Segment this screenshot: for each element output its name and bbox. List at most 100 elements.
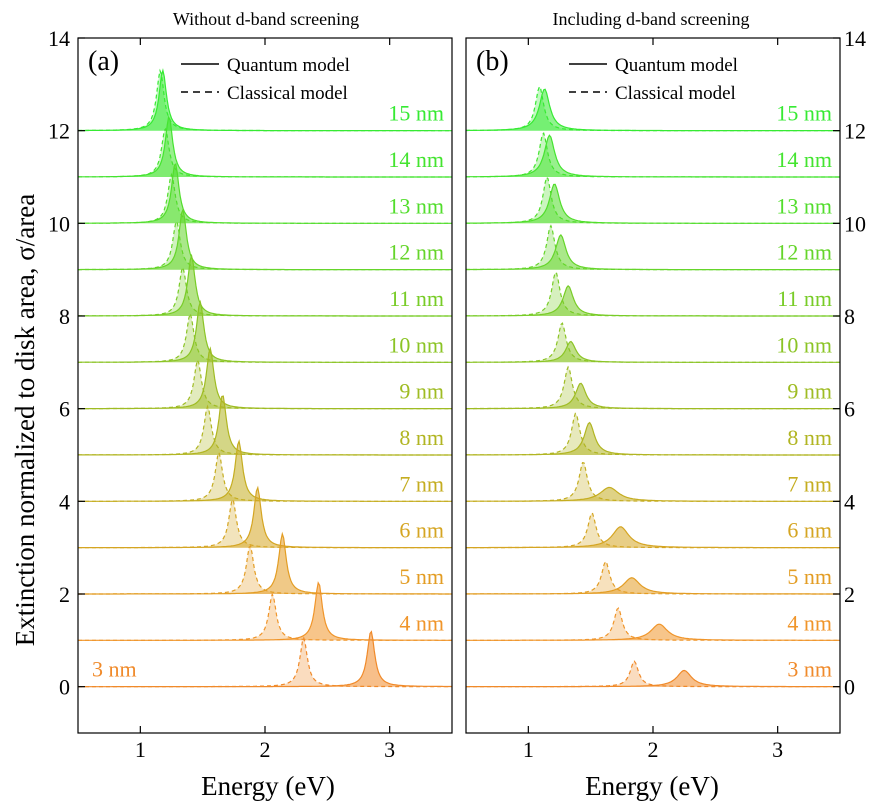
- size-label: 12 nm: [388, 240, 444, 265]
- classical-line-9nm: [466, 365, 840, 410]
- quantum-fill-12nm: [466, 234, 840, 270]
- quantum-line-9nm: [466, 382, 840, 410]
- quantum-fill-9nm: [78, 348, 452, 409]
- y-tick-label: 8: [59, 304, 70, 329]
- x-axis-label-b: Energy (eV): [585, 771, 719, 801]
- y-axis-label: Extinction normalized to disk area, σ/ar…: [10, 194, 40, 646]
- classical-fill-7nm: [466, 462, 840, 502]
- quantum-line-14nm: [77, 115, 452, 178]
- size-label: 8 nm: [399, 425, 444, 450]
- classical-line-9nm: [78, 358, 452, 410]
- y-tick-label: 12: [844, 119, 866, 144]
- panel-b-title: Including d-band screening: [553, 9, 750, 29]
- quantum-line-10nm: [78, 299, 452, 363]
- quantum-line-11nm: [78, 253, 452, 317]
- classical-fill-7nm: [78, 452, 452, 502]
- y-tick-label: 14: [844, 26, 866, 51]
- classical-fill-10nm: [466, 323, 840, 363]
- quantum-line-15nm: [466, 88, 840, 132]
- quantum-fill-13nm: [78, 164, 452, 224]
- size-label: 6 nm: [399, 518, 444, 543]
- size-label: 4 nm: [399, 610, 444, 635]
- quantum-line-13nm: [466, 183, 840, 224]
- y-tick-label: 10: [48, 211, 70, 236]
- classical-fill-5nm: [466, 561, 840, 594]
- size-label: 14 nm: [776, 147, 832, 172]
- quantum-line-13nm: [78, 163, 452, 224]
- quantum-line-15nm: [78, 68, 452, 132]
- quantum-line-9nm: [78, 346, 452, 410]
- classical-fill-8nm: [466, 413, 840, 455]
- size-label: 6 nm: [787, 518, 832, 543]
- quantum-line-3nm: [466, 669, 840, 688]
- quantum-line-4nm: [466, 623, 840, 641]
- size-label: 12 nm: [776, 240, 832, 265]
- quantum-line-4nm: [78, 581, 452, 641]
- quantum-fill-6nm: [466, 526, 840, 548]
- quantum-line-8nm: [466, 421, 840, 456]
- x-tick-label: 2: [260, 737, 271, 762]
- classical-line-8nm: [466, 412, 840, 456]
- y-tick-label: 10: [844, 211, 866, 236]
- classical-fill-8nm: [78, 406, 452, 455]
- size-label: 11 nm: [389, 286, 444, 311]
- size-label: 14 nm: [388, 147, 444, 172]
- size-label: 8 nm: [787, 425, 832, 450]
- classical-fill-14nm: [466, 133, 840, 177]
- quantum-fill-4nm: [466, 624, 840, 641]
- x-axis-label-a: Energy (eV): [201, 771, 335, 801]
- y-tick-label: 6: [844, 397, 855, 422]
- size-label: 7 nm: [787, 471, 832, 496]
- classical-line-3nm: [466, 660, 840, 688]
- quantum-line-5nm: [78, 531, 452, 595]
- quantum-line-14nm: [466, 134, 840, 178]
- y-tick-label: 14: [48, 26, 70, 51]
- size-label: 3 nm: [92, 657, 137, 682]
- size-label: 10 nm: [776, 332, 832, 357]
- panel-a-title: Without d-band screening: [173, 9, 359, 29]
- y-tick-label: 8: [844, 304, 855, 329]
- size-label: 5 nm: [787, 564, 832, 589]
- size-label: 13 nm: [388, 193, 444, 218]
- x-tick-label: 3: [384, 737, 395, 762]
- classical-fill-4nm: [78, 594, 452, 641]
- size-label: 7 nm: [399, 471, 444, 496]
- size-label: 13 nm: [776, 193, 832, 218]
- legend-classical-label: Classical model: [615, 83, 736, 104]
- legend-quantum-label: Quantum model: [615, 55, 738, 76]
- classical-line-7nm: [466, 462, 840, 502]
- quantum-line-12nm: [78, 207, 452, 271]
- classical-line-6nm: [466, 512, 840, 549]
- classical-fill-12nm: [78, 222, 452, 270]
- size-label: 4 nm: [787, 610, 832, 635]
- y-tick-label: 2: [844, 582, 855, 607]
- quantum-fill-3nm: [466, 670, 840, 687]
- quantum-line-10nm: [466, 340, 840, 363]
- legend-classical-label: Classical model: [227, 83, 348, 104]
- size-label: 5 nm: [399, 564, 444, 589]
- quantum-line-8nm: [78, 395, 452, 456]
- classical-line-7nm: [78, 450, 452, 502]
- quantum-fill-6nm: [78, 487, 452, 548]
- quantum-line-12nm: [466, 233, 840, 271]
- quantum-line-6nm: [78, 485, 452, 549]
- quantum-fill-15nm: [466, 89, 840, 131]
- y-tick-label: 12: [48, 119, 70, 144]
- classical-fill-3nm: [466, 661, 840, 687]
- quantum-line-3nm: [78, 630, 452, 688]
- size-label: 15 nm: [776, 101, 832, 126]
- x-tick-label: 1: [523, 737, 534, 762]
- x-tick-label: 3: [772, 737, 783, 762]
- quantum-fill-9nm: [466, 383, 840, 409]
- x-tick-label: 2: [648, 737, 659, 762]
- panel-tag: (a): [88, 46, 119, 77]
- size-label: 10 nm: [388, 332, 444, 357]
- classical-line-4nm: [78, 592, 452, 641]
- classical-fill-6nm: [466, 513, 840, 548]
- y-tick-label: 4: [844, 489, 855, 514]
- quantum-line-5nm: [466, 577, 840, 595]
- size-label: 15 nm: [388, 101, 444, 126]
